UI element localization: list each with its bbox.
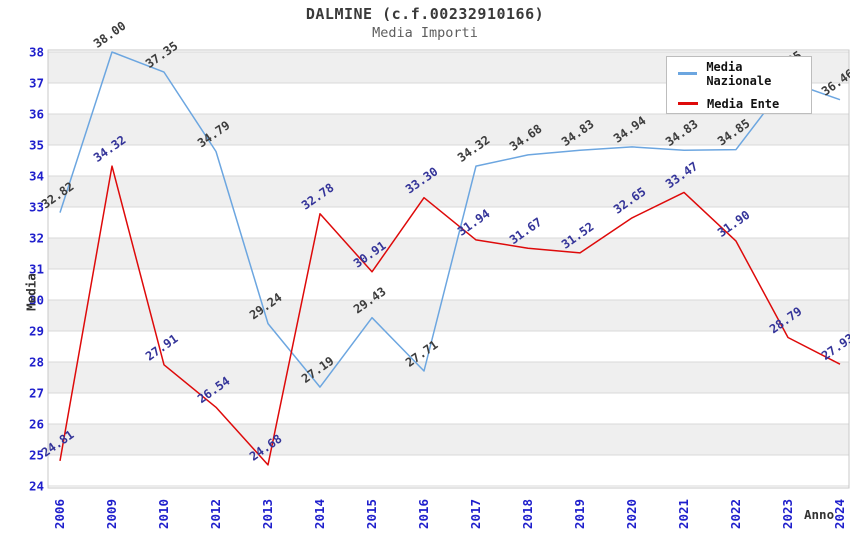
x-tick-label: 2014 <box>312 499 327 529</box>
legend-item-media-nazionale: Media Nazionale <box>678 60 811 88</box>
y-tick-label: 29 <box>29 324 44 339</box>
y-tick-label: 32 <box>29 231 44 246</box>
y-tick-label: 30 <box>29 293 44 308</box>
x-tick-label: 2020 <box>624 499 639 529</box>
y-tick-label: 36 <box>29 107 44 122</box>
grid-band <box>48 362 849 393</box>
x-tick-label: 2021 <box>676 499 691 529</box>
value-label: 38.00 <box>91 19 129 51</box>
plot-border <box>47 49 850 489</box>
legend-line-swatch-red <box>678 102 698 105</box>
chart-title: DALMINE (c.f.00232910166) <box>305 5 545 23</box>
y-tick-label: 24 <box>29 479 44 494</box>
legend: Media Nazionale Media Ente <box>666 56 812 114</box>
y-axis-title: Media <box>23 273 39 311</box>
y-tick-label: 27 <box>29 386 44 401</box>
value-label: 27.93 <box>819 331 850 363</box>
grid-band <box>48 176 849 207</box>
x-tick-label: 2018 <box>520 499 535 529</box>
y-tick-label: 38 <box>29 45 44 60</box>
y-tick-label: 28 <box>29 355 44 370</box>
y-tick-label: 35 <box>29 138 44 153</box>
y-tick-label: 25 <box>29 448 44 463</box>
legend-label: Media Nazionale <box>706 59 772 88</box>
grid-band <box>48 424 849 455</box>
value-label: 31.90 <box>715 208 753 240</box>
y-tick-label: 34 <box>29 169 44 184</box>
grid-band <box>48 238 849 269</box>
y-tick-label: 37 <box>29 76 44 91</box>
x-tick-label: 2010 <box>156 499 171 529</box>
legend-item-media-ente: Media Ente <box>678 97 811 111</box>
y-tick-label: 26 <box>29 417 44 432</box>
x-tick-label: 2009 <box>104 499 119 529</box>
chart-subtitle: Media Importi <box>372 25 478 41</box>
x-tick-label: 2015 <box>364 499 379 529</box>
series-line-media-nazionale <box>59 51 841 388</box>
series-line-media-ente <box>59 165 841 466</box>
x-tick-label: 2023 <box>780 499 795 529</box>
value-label: 31.94 <box>455 206 493 238</box>
grid-band <box>48 300 849 331</box>
x-tick-label: 2016 <box>416 499 431 529</box>
legend-line-swatch-blue <box>678 72 698 75</box>
grid-band <box>48 114 849 145</box>
legend-label: Media Ente <box>707 96 780 111</box>
y-tick-label: 31 <box>29 262 44 277</box>
x-axis-title: Anno <box>804 507 835 522</box>
x-tick-label: 2012 <box>208 499 223 529</box>
x-tick-label: 2006 <box>52 499 67 529</box>
x-tick-label: 2022 <box>728 499 743 529</box>
x-tick-label: 2013 <box>260 499 275 529</box>
x-tick-label: 2019 <box>572 499 587 529</box>
y-tick-label: 33 <box>29 200 44 215</box>
x-tick-label: 2024 <box>832 499 847 529</box>
x-tick-label: 2017 <box>468 499 483 529</box>
